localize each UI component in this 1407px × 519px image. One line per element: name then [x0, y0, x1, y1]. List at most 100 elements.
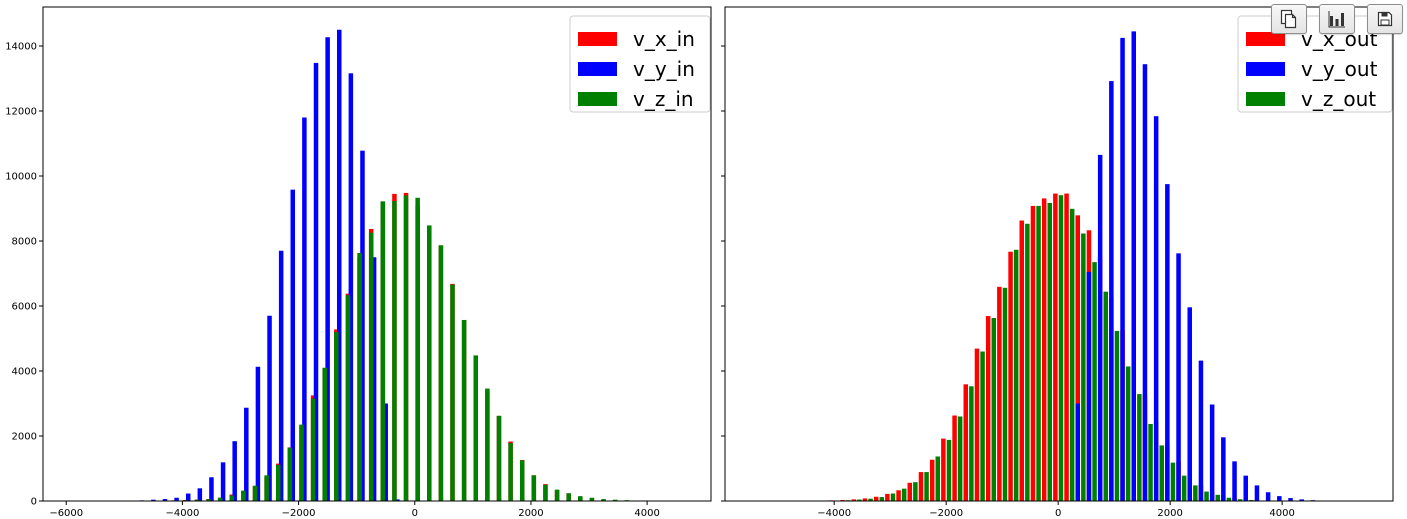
legend-swatch: [578, 32, 617, 46]
bar: [197, 488, 203, 501]
y-tick-label: 4000: [12, 367, 37, 378]
series-v_z_in: [148, 195, 676, 502]
bar: [566, 493, 571, 501]
bar: [438, 245, 444, 501]
bar: [873, 496, 879, 501]
bar: [862, 498, 868, 501]
bar: [310, 398, 316, 502]
bar: [1069, 208, 1075, 501]
bar: [1120, 37, 1125, 502]
x-tick-label: 4000: [634, 508, 659, 519]
x-tick-label: 2000: [1157, 508, 1182, 519]
bar: [255, 366, 261, 501]
bar: [1165, 184, 1170, 502]
bar: [415, 197, 420, 501]
bar: [946, 439, 952, 501]
bar: [1204, 491, 1209, 501]
legend-label: v_z_in: [633, 87, 694, 111]
bar: [1181, 475, 1187, 501]
bar: [851, 499, 857, 502]
bar: [162, 499, 168, 501]
bar: [918, 472, 924, 501]
bar: [334, 332, 339, 501]
chart-button[interactable]: [1319, 4, 1355, 34]
bar: [287, 447, 293, 501]
bar: [907, 482, 913, 501]
y-tick-label: 10000: [5, 172, 37, 183]
x-tick-label: 0: [412, 508, 418, 519]
bar: [276, 464, 281, 501]
bar: [267, 315, 272, 501]
bar: [151, 499, 156, 501]
bar: [345, 295, 351, 501]
bar: [1058, 195, 1064, 501]
bar: [194, 499, 200, 501]
copy-button[interactable]: [1271, 4, 1307, 34]
bar: [974, 348, 980, 501]
chart-toolbar: [1271, 4, 1403, 34]
floppy-disk-icon: [1377, 11, 1393, 27]
bar: [209, 477, 214, 501]
series-v_x_in: [136, 192, 664, 502]
bar: [1226, 497, 1232, 501]
bar: [554, 489, 560, 502]
legend: v_x_in v_y_in v_z_in: [569, 15, 711, 113]
bar: [1254, 485, 1260, 501]
bar: [868, 498, 873, 501]
bar: [403, 195, 409, 501]
bar: [496, 415, 502, 501]
x-tick-label: 2000: [518, 508, 543, 519]
bar: [1170, 462, 1176, 501]
bar: [1237, 499, 1243, 501]
bar: [601, 499, 606, 501]
bar: [612, 499, 618, 501]
bar: [901, 488, 907, 501]
bar: [360, 150, 365, 501]
x-tick-label: −2000: [282, 508, 316, 519]
bar: [427, 225, 432, 501]
legend-label: v_z_out: [1301, 87, 1376, 111]
bar: [174, 497, 179, 501]
bar: [952, 415, 957, 501]
bar: [322, 367, 327, 501]
bar: [957, 416, 963, 501]
y-tick-label: 6000: [12, 302, 37, 313]
y-tick-label: 0: [31, 497, 37, 508]
bar: [1030, 205, 1036, 501]
bar: [185, 493, 191, 501]
series-v_y_in: [127, 29, 412, 502]
bar: [1114, 331, 1120, 501]
bar: [241, 490, 246, 501]
bar: [1002, 287, 1008, 501]
bar: [220, 462, 226, 501]
bar: [299, 424, 304, 502]
legend-swatch: [578, 92, 617, 106]
bar: [1148, 423, 1153, 501]
legend-swatch: [578, 62, 617, 76]
bar: [935, 456, 941, 501]
bar: [1288, 498, 1293, 501]
y-tick-label: 2000: [12, 432, 37, 443]
bar: [969, 386, 974, 501]
save-button[interactable]: [1367, 4, 1403, 34]
bar: [1131, 31, 1136, 502]
bar: [336, 29, 342, 501]
bar: [1215, 494, 1220, 501]
legend-label: v_x_in: [633, 27, 695, 51]
bar: [473, 355, 478, 501]
y-tick-label: 14000: [5, 42, 37, 53]
bar: [890, 493, 896, 501]
legend-label: v_y_out: [1301, 57, 1378, 81]
bar: [1019, 220, 1025, 501]
bar: [371, 257, 377, 501]
bar: [1103, 291, 1108, 501]
legend-swatch: [1246, 32, 1285, 46]
bar: [913, 482, 918, 501]
bar: [368, 232, 374, 502]
x-tick-label: −4000: [817, 508, 851, 519]
bar: [857, 499, 862, 501]
y-tick-label: 12000: [5, 107, 37, 118]
bar: [206, 499, 211, 501]
bar: [1053, 193, 1058, 502]
bar: [1047, 202, 1053, 502]
